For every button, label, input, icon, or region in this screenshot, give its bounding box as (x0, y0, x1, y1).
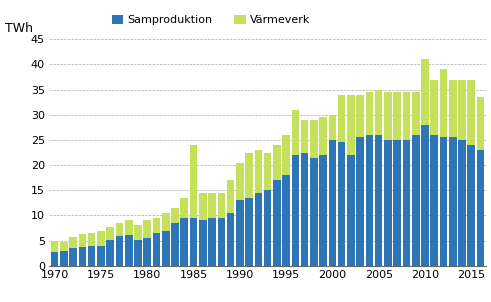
Bar (199, 193, 207, 220)
Bar (69, 248, 77, 266)
Bar (458, 79, 466, 140)
Bar (60, 242, 68, 251)
Bar (384, 140, 392, 266)
Bar (60, 251, 68, 266)
Bar (254, 150, 262, 193)
Bar (319, 155, 327, 266)
Bar (246, 198, 253, 266)
Bar (116, 236, 123, 266)
Bar (356, 95, 364, 137)
Bar (190, 218, 197, 266)
Bar (431, 135, 438, 266)
Bar (88, 233, 95, 246)
Bar (449, 79, 457, 137)
Bar (69, 237, 77, 248)
Bar (421, 59, 429, 125)
Bar (403, 92, 410, 140)
Bar (153, 233, 160, 266)
Bar (153, 218, 160, 233)
Bar (356, 137, 364, 266)
Bar (366, 135, 373, 266)
Bar (393, 140, 401, 266)
Bar (431, 79, 438, 135)
Bar (393, 92, 401, 140)
Bar (208, 218, 216, 266)
Bar (319, 117, 327, 155)
Bar (282, 175, 290, 266)
Bar (375, 135, 382, 266)
Bar (107, 227, 114, 239)
Bar (227, 213, 234, 266)
Legend: Samproduktion, Värmeverk: Samproduktion, Värmeverk (107, 11, 315, 30)
Bar (208, 193, 216, 218)
Bar (236, 200, 244, 266)
Bar (375, 90, 382, 135)
Bar (384, 92, 392, 140)
Bar (143, 220, 151, 238)
Bar (254, 193, 262, 266)
Bar (199, 220, 207, 266)
Bar (347, 95, 355, 155)
Bar (310, 158, 318, 266)
Bar (458, 140, 466, 266)
Bar (477, 150, 484, 266)
Bar (125, 220, 133, 235)
Text: TWh: TWh (5, 22, 33, 35)
Bar (181, 218, 188, 266)
Bar (218, 218, 225, 266)
Bar (171, 223, 179, 266)
Bar (292, 155, 299, 266)
Bar (97, 230, 105, 246)
Bar (218, 193, 225, 218)
Bar (412, 92, 419, 135)
Bar (116, 223, 123, 236)
Bar (273, 145, 281, 180)
Bar (292, 110, 299, 155)
Bar (246, 153, 253, 198)
Bar (338, 95, 346, 143)
Bar (477, 97, 484, 150)
Bar (162, 230, 169, 266)
Bar (79, 234, 86, 247)
Bar (449, 137, 457, 266)
Bar (264, 190, 272, 266)
Bar (134, 239, 142, 266)
Bar (338, 143, 346, 266)
Bar (162, 213, 169, 230)
Bar (403, 140, 410, 266)
Bar (51, 252, 58, 266)
Bar (125, 235, 133, 266)
Bar (328, 140, 336, 266)
Bar (467, 145, 475, 266)
Bar (79, 247, 86, 266)
Bar (440, 69, 447, 137)
Bar (181, 198, 188, 218)
Bar (236, 162, 244, 200)
Bar (301, 153, 308, 266)
Bar (88, 246, 95, 266)
Bar (171, 208, 179, 223)
Bar (227, 180, 234, 213)
Bar (190, 145, 197, 218)
Bar (467, 79, 475, 145)
Bar (143, 238, 151, 266)
Bar (264, 153, 272, 190)
Bar (51, 241, 58, 252)
Bar (97, 246, 105, 266)
Bar (347, 155, 355, 266)
Bar (412, 135, 419, 266)
Bar (328, 115, 336, 140)
Bar (310, 120, 318, 158)
Bar (134, 226, 142, 239)
Bar (282, 135, 290, 175)
Bar (421, 125, 429, 266)
Bar (440, 137, 447, 266)
Bar (273, 180, 281, 266)
Bar (366, 92, 373, 135)
Bar (301, 120, 308, 153)
Bar (107, 239, 114, 266)
